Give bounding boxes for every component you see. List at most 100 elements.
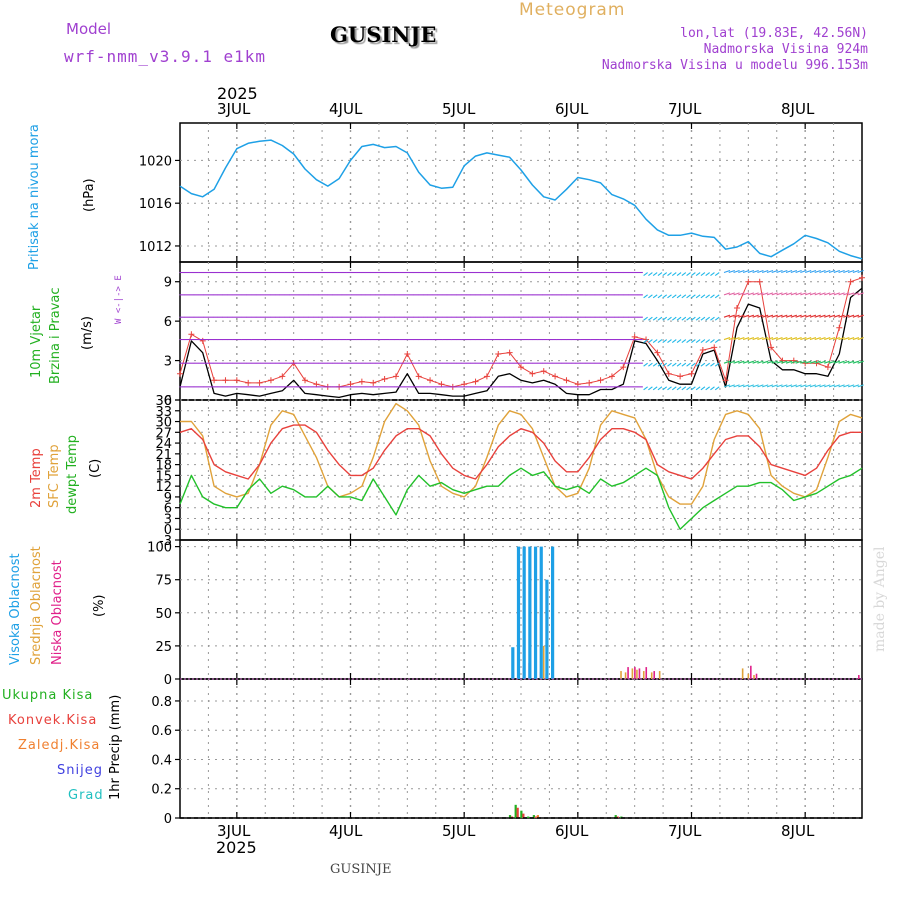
- cloud-low-bar: [627, 667, 629, 679]
- wind-arrow: [790, 314, 798, 318]
- gust-marker: [768, 344, 775, 351]
- precip-conv-bar: [616, 816, 619, 818]
- precip-total-bar: [620, 816, 623, 818]
- wind-arrow: [790, 269, 798, 274]
- wind-arrow: [681, 272, 687, 276]
- wind-arrow: [771, 360, 778, 364]
- gust-marker: [699, 347, 706, 354]
- wind-arrow: [809, 292, 817, 296]
- wind-arrow: [714, 316, 720, 321]
- y-tick-label: 50: [155, 607, 172, 622]
- wind-arrow: [790, 337, 798, 341]
- wind-arrow: [857, 292, 864, 296]
- y-tick-label: 75: [155, 574, 172, 589]
- cloud-mid-bar: [542, 645, 545, 679]
- wind-arrow: [691, 294, 696, 299]
- wind-arrow: [710, 294, 715, 299]
- precip-total-bar: [527, 816, 530, 818]
- wind-arrow: [676, 386, 682, 391]
- wind-arrow: [857, 269, 864, 274]
- gust-marker: [574, 381, 581, 388]
- wind-arrow: [752, 314, 759, 318]
- wind-arrow: [757, 269, 764, 274]
- gust-marker: [540, 368, 547, 375]
- day-label-bottom: 6JUL: [555, 822, 589, 840]
- wind-arrow: [847, 337, 855, 341]
- y-tick-label: 6: [164, 315, 172, 330]
- cloud-mid-bar: [636, 669, 638, 679]
- wind-arrow: [695, 386, 701, 391]
- wind-arrow: [838, 314, 845, 318]
- wind-arrow: [662, 272, 668, 276]
- wind-arrow: [671, 339, 677, 343]
- gust-marker: [836, 324, 843, 331]
- wind-arrow: [828, 314, 836, 318]
- day-label-top: 5JUL: [442, 100, 476, 118]
- gust-marker: [552, 373, 559, 380]
- wind-arrow: [667, 272, 672, 276]
- gust-marker: [688, 370, 695, 377]
- wind-arrow: [723, 384, 731, 388]
- precip-snow-label: Snijeg: [57, 763, 103, 778]
- wind-arrow: [714, 386, 720, 391]
- day-label-top: 4JUL: [329, 100, 363, 118]
- wind-arrow: [814, 337, 821, 341]
- wind-arrow: [695, 339, 701, 343]
- wind-arrow: [691, 339, 696, 343]
- wind-arrow: [648, 362, 653, 367]
- wind-arrow: [728, 360, 735, 364]
- wind-arrow: [833, 314, 840, 318]
- cloud-low-bar: [638, 668, 641, 679]
- wind-arrow: [771, 384, 778, 388]
- wind-arrow: [757, 314, 764, 318]
- y-tick-label: 0: [164, 673, 172, 688]
- wind-arrow: [667, 362, 672, 367]
- wind-arrow: [790, 384, 798, 388]
- wind-arrow: [819, 384, 826, 388]
- wind-arrow: [781, 360, 788, 364]
- wind-arrow: [747, 292, 755, 296]
- precip-total-bar: [508, 815, 512, 818]
- wind-arrow: [676, 339, 682, 343]
- wind-arrow: [648, 272, 653, 276]
- y-tick-label: 12: [155, 480, 172, 495]
- y-tick-label: 100: [147, 541, 172, 556]
- wind-arrow: [781, 292, 788, 296]
- wind-arrow: [785, 269, 793, 274]
- elevation-label: Nadmorska Visina 924m: [703, 42, 868, 57]
- gust-marker: [643, 336, 650, 343]
- wind-arrow: [843, 337, 850, 341]
- wind-arrow: [695, 362, 701, 367]
- y-tick-label: 0: [164, 523, 172, 538]
- wind-arrow: [771, 337, 778, 341]
- wind-arrow: [814, 384, 821, 388]
- dewpt-line: [179, 467, 863, 530]
- lonlat-label: lon,lat (19.83E, 42.56N): [680, 26, 868, 41]
- gust-marker: [506, 349, 513, 356]
- wind-arrow: [857, 360, 864, 364]
- wind-arrow: [747, 360, 755, 364]
- wind-arrow: [695, 316, 701, 321]
- gust-marker: [267, 377, 274, 384]
- wind-arrow: [843, 269, 850, 274]
- wind-arrow: [776, 269, 783, 274]
- wind-arrow: [814, 360, 821, 364]
- gust-marker: [608, 373, 615, 380]
- wind-arrow: [714, 362, 720, 367]
- wind-arrow: [833, 360, 840, 364]
- wind-arrow: [814, 269, 821, 274]
- wind-arrow: [652, 316, 658, 321]
- wind-arrow: [657, 386, 663, 391]
- wind-arrow: [652, 386, 658, 391]
- y-tick-label: 1012: [139, 240, 172, 255]
- wind-arrow: [766, 292, 774, 296]
- gust-marker: [665, 370, 672, 377]
- gust-marker: [472, 378, 479, 385]
- wind-arrow: [824, 314, 831, 318]
- gust-marker: [245, 379, 252, 386]
- wind-arrow: [686, 362, 691, 367]
- wind-arrow: [828, 269, 836, 274]
- wind-arrow: [738, 314, 745, 318]
- wind-arrow: [710, 386, 715, 391]
- precip-total-bar: [514, 804, 517, 818]
